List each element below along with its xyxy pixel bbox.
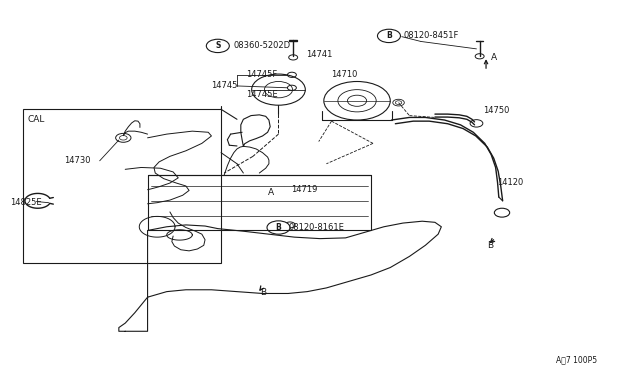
Text: B: B bbox=[276, 223, 282, 232]
Text: Aで7 100P5: Aで7 100P5 bbox=[556, 356, 597, 365]
Text: 14745F: 14745F bbox=[246, 70, 278, 79]
Text: 08120-8161E: 08120-8161E bbox=[288, 223, 344, 232]
Text: 14825E: 14825E bbox=[10, 198, 41, 207]
Text: 14710: 14710 bbox=[332, 70, 358, 79]
Text: 08360-5202D: 08360-5202D bbox=[234, 41, 291, 51]
Text: 14719: 14719 bbox=[291, 185, 317, 194]
Text: 14741: 14741 bbox=[306, 50, 332, 59]
Text: 14745E: 14745E bbox=[246, 90, 278, 99]
Text: B: B bbox=[386, 31, 392, 41]
Text: B: B bbox=[260, 288, 266, 297]
Bar bbox=[23, 109, 221, 263]
Text: 08120-8451F: 08120-8451F bbox=[403, 31, 458, 41]
Text: 14745: 14745 bbox=[211, 81, 238, 90]
Text: 14750: 14750 bbox=[483, 106, 509, 115]
Text: B: B bbox=[487, 241, 493, 250]
Circle shape bbox=[267, 221, 290, 234]
Circle shape bbox=[206, 39, 229, 52]
Text: A: A bbox=[268, 188, 274, 197]
Text: S: S bbox=[215, 41, 221, 51]
Text: CAL: CAL bbox=[28, 115, 45, 124]
Text: 14120: 14120 bbox=[497, 178, 524, 187]
Circle shape bbox=[378, 29, 401, 42]
Text: 14730: 14730 bbox=[65, 156, 91, 165]
Text: A: A bbox=[491, 52, 497, 61]
